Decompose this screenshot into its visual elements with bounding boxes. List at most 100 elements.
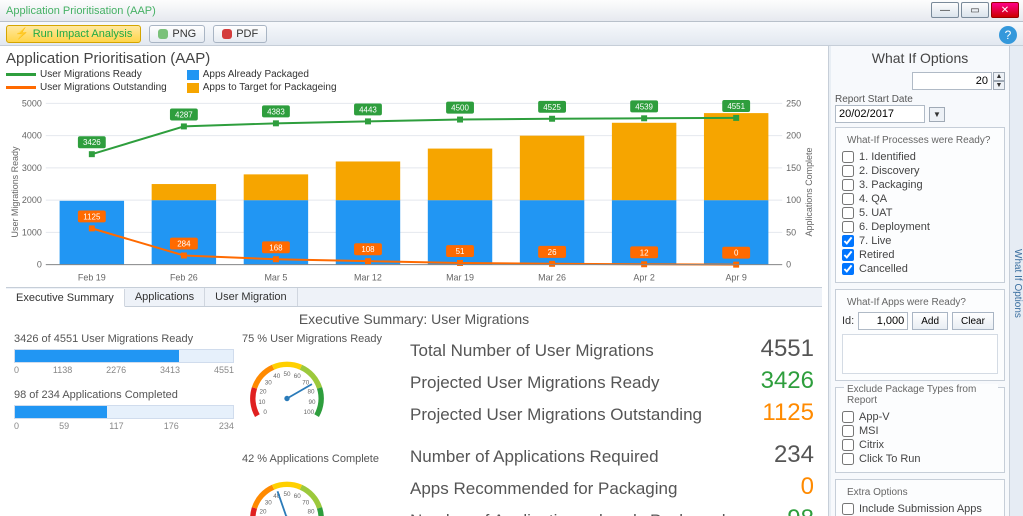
window-minimize-button[interactable]: — [931, 2, 959, 18]
dropdown-icon[interactable]: ▼ [929, 107, 945, 122]
svg-text:80: 80 [307, 388, 315, 395]
svg-text:2000: 2000 [22, 195, 42, 205]
chart-title: Application Prioritisation (AAP) [6, 50, 822, 67]
svg-text:50: 50 [283, 371, 291, 378]
checkbox-item[interactable]: 6. Deployment [842, 220, 998, 234]
what-if-panel: What If Options ▲▼ Report Start Date ▼ W… [831, 46, 1009, 516]
help-button[interactable]: ? [999, 26, 1017, 44]
pdf-icon [222, 29, 232, 39]
apps-listbox[interactable] [842, 334, 998, 374]
svg-text:40: 40 [273, 373, 281, 380]
svg-text:Applications Complete: Applications Complete [804, 148, 814, 237]
svg-text:Mar 5: Mar 5 [264, 273, 287, 283]
svg-text:80: 80 [307, 508, 315, 515]
svg-text:Mar 12: Mar 12 [354, 273, 382, 283]
svg-text:20: 20 [260, 388, 268, 395]
spin-down-icon[interactable]: ▼ [993, 81, 1005, 90]
export-png-button[interactable]: PNG [149, 25, 205, 43]
migrations-gauge: 0102030405060708090100 [242, 349, 332, 439]
svg-text:1000: 1000 [22, 227, 42, 237]
spin-up-icon[interactable]: ▲ [993, 72, 1005, 81]
svg-text:20: 20 [260, 508, 268, 515]
svg-text:Feb 19: Feb 19 [78, 273, 106, 283]
tab-user-migration[interactable]: User Migration [205, 288, 298, 306]
whatif-processes-group: What-If Processes were Ready? 1. Identif… [835, 127, 1005, 283]
svg-text:4525: 4525 [543, 103, 561, 112]
add-button[interactable]: Add [912, 312, 948, 330]
checkbox-item[interactable]: Citrix [842, 438, 998, 452]
checkbox-item[interactable]: Click To Run [842, 452, 998, 466]
legend-swatch-outstanding [6, 86, 36, 89]
extra-options-group: Extra Options Include Submission AppsInc… [835, 479, 1005, 516]
svg-text:Feb 26: Feb 26 [170, 273, 198, 283]
checkbox-item[interactable]: Include Submission Apps [842, 502, 998, 516]
legend-swatch-target [187, 83, 199, 93]
window-maximize-button[interactable]: ▭ [961, 2, 989, 18]
checkbox-item[interactable]: Retired [842, 248, 998, 262]
gauge2-title: 42 % Applications Complete [242, 453, 402, 465]
stat-row: Number of Applications Required234 [410, 439, 814, 471]
svg-text:Mar 26: Mar 26 [538, 273, 566, 283]
tab-executive-summary[interactable]: Executive Summary [6, 289, 125, 307]
toolbar: ⚡ Run Impact Analysis PNG PDF [0, 22, 1023, 46]
proc-group-title: What-If Processes were Ready? [844, 135, 993, 146]
aap-chart: 010002000300040005000050100150200250User… [6, 97, 822, 287]
checkbox-item[interactable]: 4. QA [842, 192, 998, 206]
svg-text:User Migrations Ready: User Migrations Ready [10, 146, 20, 237]
window-title: Application Prioritisation (AAP) [6, 5, 156, 17]
legend-swatch-packaged [187, 70, 199, 80]
checkbox-item[interactable]: 3. Packaging [842, 178, 998, 192]
whatif-spin-input[interactable] [912, 72, 992, 90]
checkbox-item[interactable]: 5. UAT [842, 206, 998, 220]
excl-group-title: Exclude Package Types from Report [844, 384, 998, 406]
run-impact-analysis-button[interactable]: ⚡ Run Impact Analysis [6, 25, 141, 43]
pdf-label: PDF [236, 28, 258, 40]
checkbox-item[interactable]: 7. Live [842, 234, 998, 248]
summary-tabs: Executive Summary Applications User Migr… [6, 287, 822, 307]
report-start-date-input[interactable] [835, 105, 925, 123]
svg-text:30: 30 [265, 379, 273, 386]
svg-text:Apr 9: Apr 9 [725, 273, 746, 283]
summary-stats: Total Number of User Migrations4551Proje… [410, 333, 814, 516]
legend-outstanding: User Migrations Outstanding [40, 82, 167, 93]
checkbox-item[interactable]: App-V [842, 410, 998, 424]
svg-text:50: 50 [786, 227, 796, 237]
stat-row: Projected User Migrations Outstanding112… [410, 397, 814, 429]
stat-row: Apps Recommended for Packaging0 [410, 471, 814, 503]
checkbox-item[interactable]: MSI [842, 424, 998, 438]
svg-text:4539: 4539 [635, 102, 653, 111]
svg-text:70: 70 [302, 499, 310, 506]
window-close-button[interactable]: ✕ [991, 2, 1019, 18]
date-label: Report Start Date [835, 94, 1005, 105]
svg-text:60: 60 [294, 493, 302, 500]
svg-text:4287: 4287 [175, 110, 193, 119]
svg-text:1125: 1125 [83, 212, 101, 221]
run-label: Run Impact Analysis [33, 28, 133, 40]
checkbox-item[interactable]: Cancelled [842, 262, 998, 276]
png-icon [158, 29, 168, 39]
stat-row: Projected User Migrations Ready3426 [410, 365, 814, 397]
lightning-icon: ⚡ [15, 27, 29, 40]
window-titlebar: Application Prioritisation (AAP) — ▭ ✕ [0, 0, 1023, 22]
svg-text:0: 0 [263, 409, 267, 416]
svg-text:60: 60 [294, 373, 302, 380]
svg-text:4500: 4500 [451, 104, 469, 113]
svg-text:4383: 4383 [267, 107, 285, 116]
whatif-sidestrip[interactable]: What If Options [1009, 46, 1023, 516]
tab-applications[interactable]: Applications [125, 288, 205, 306]
exclude-types-group: Exclude Package Types from Report App-VM… [835, 387, 1005, 473]
bar1-title: 3426 of 4551 User Migrations Ready [14, 333, 234, 345]
svg-text:200: 200 [786, 131, 801, 141]
svg-text:50: 50 [283, 491, 291, 498]
checkbox-item[interactable]: 1. Identified [842, 150, 998, 164]
checkbox-item[interactable]: 2. Discovery [842, 164, 998, 178]
summary-header: Executive Summary: User Migrations [6, 307, 822, 333]
export-pdf-button[interactable]: PDF [213, 25, 267, 43]
bar2-title: 98 of 234 Applications Completed [14, 389, 234, 401]
app-id-input[interactable] [858, 312, 908, 330]
chart-legend: User Migrations Ready User Migrations Ou… [6, 69, 822, 93]
whatif-spin[interactable]: ▲▼ [912, 72, 1005, 90]
svg-text:4443: 4443 [359, 105, 377, 114]
clear-button[interactable]: Clear [952, 312, 994, 330]
svg-text:90: 90 [309, 399, 317, 406]
